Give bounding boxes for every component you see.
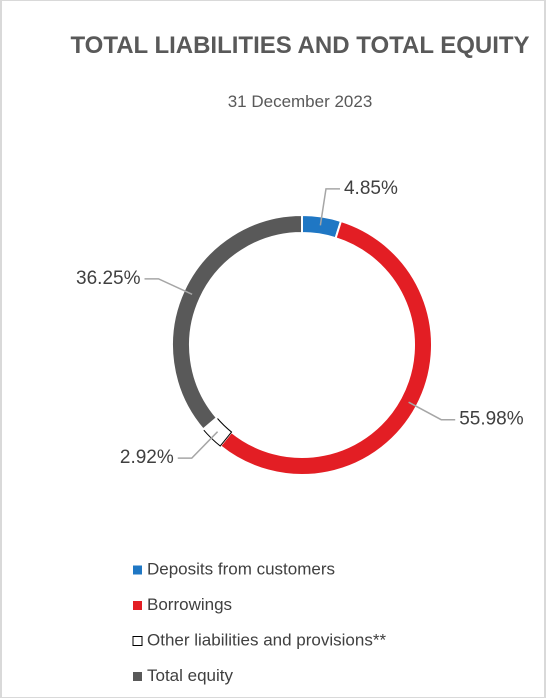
chart-subtitle: 31 December 2023 bbox=[227, 92, 373, 111]
leader-line bbox=[177, 431, 219, 459]
chart-title: TOTAL LIABILITIES AND TOTAL EQUITY bbox=[70, 32, 530, 59]
donut-slice bbox=[171, 213, 303, 431]
data-label: 55.98% bbox=[459, 409, 524, 430]
legend-label: Deposits from customers bbox=[147, 559, 335, 578]
data-label: 2.92% bbox=[120, 447, 174, 468]
data-label: 4.85% bbox=[344, 178, 398, 199]
legend-swatch bbox=[133, 565, 142, 575]
legend-label: Borrowings bbox=[147, 595, 232, 614]
legend-label: Total equity bbox=[147, 666, 233, 685]
donut-slice bbox=[218, 219, 433, 476]
legend-swatch bbox=[132, 636, 143, 646]
legend-swatch bbox=[133, 672, 142, 681]
leader-line bbox=[144, 278, 193, 296]
leader-line bbox=[319, 188, 340, 226]
leader-line bbox=[408, 401, 456, 421]
data-label: 36.25% bbox=[76, 268, 141, 289]
legend-label: Other liabilities and provisions** bbox=[147, 630, 386, 649]
legend-swatch bbox=[133, 601, 142, 610]
